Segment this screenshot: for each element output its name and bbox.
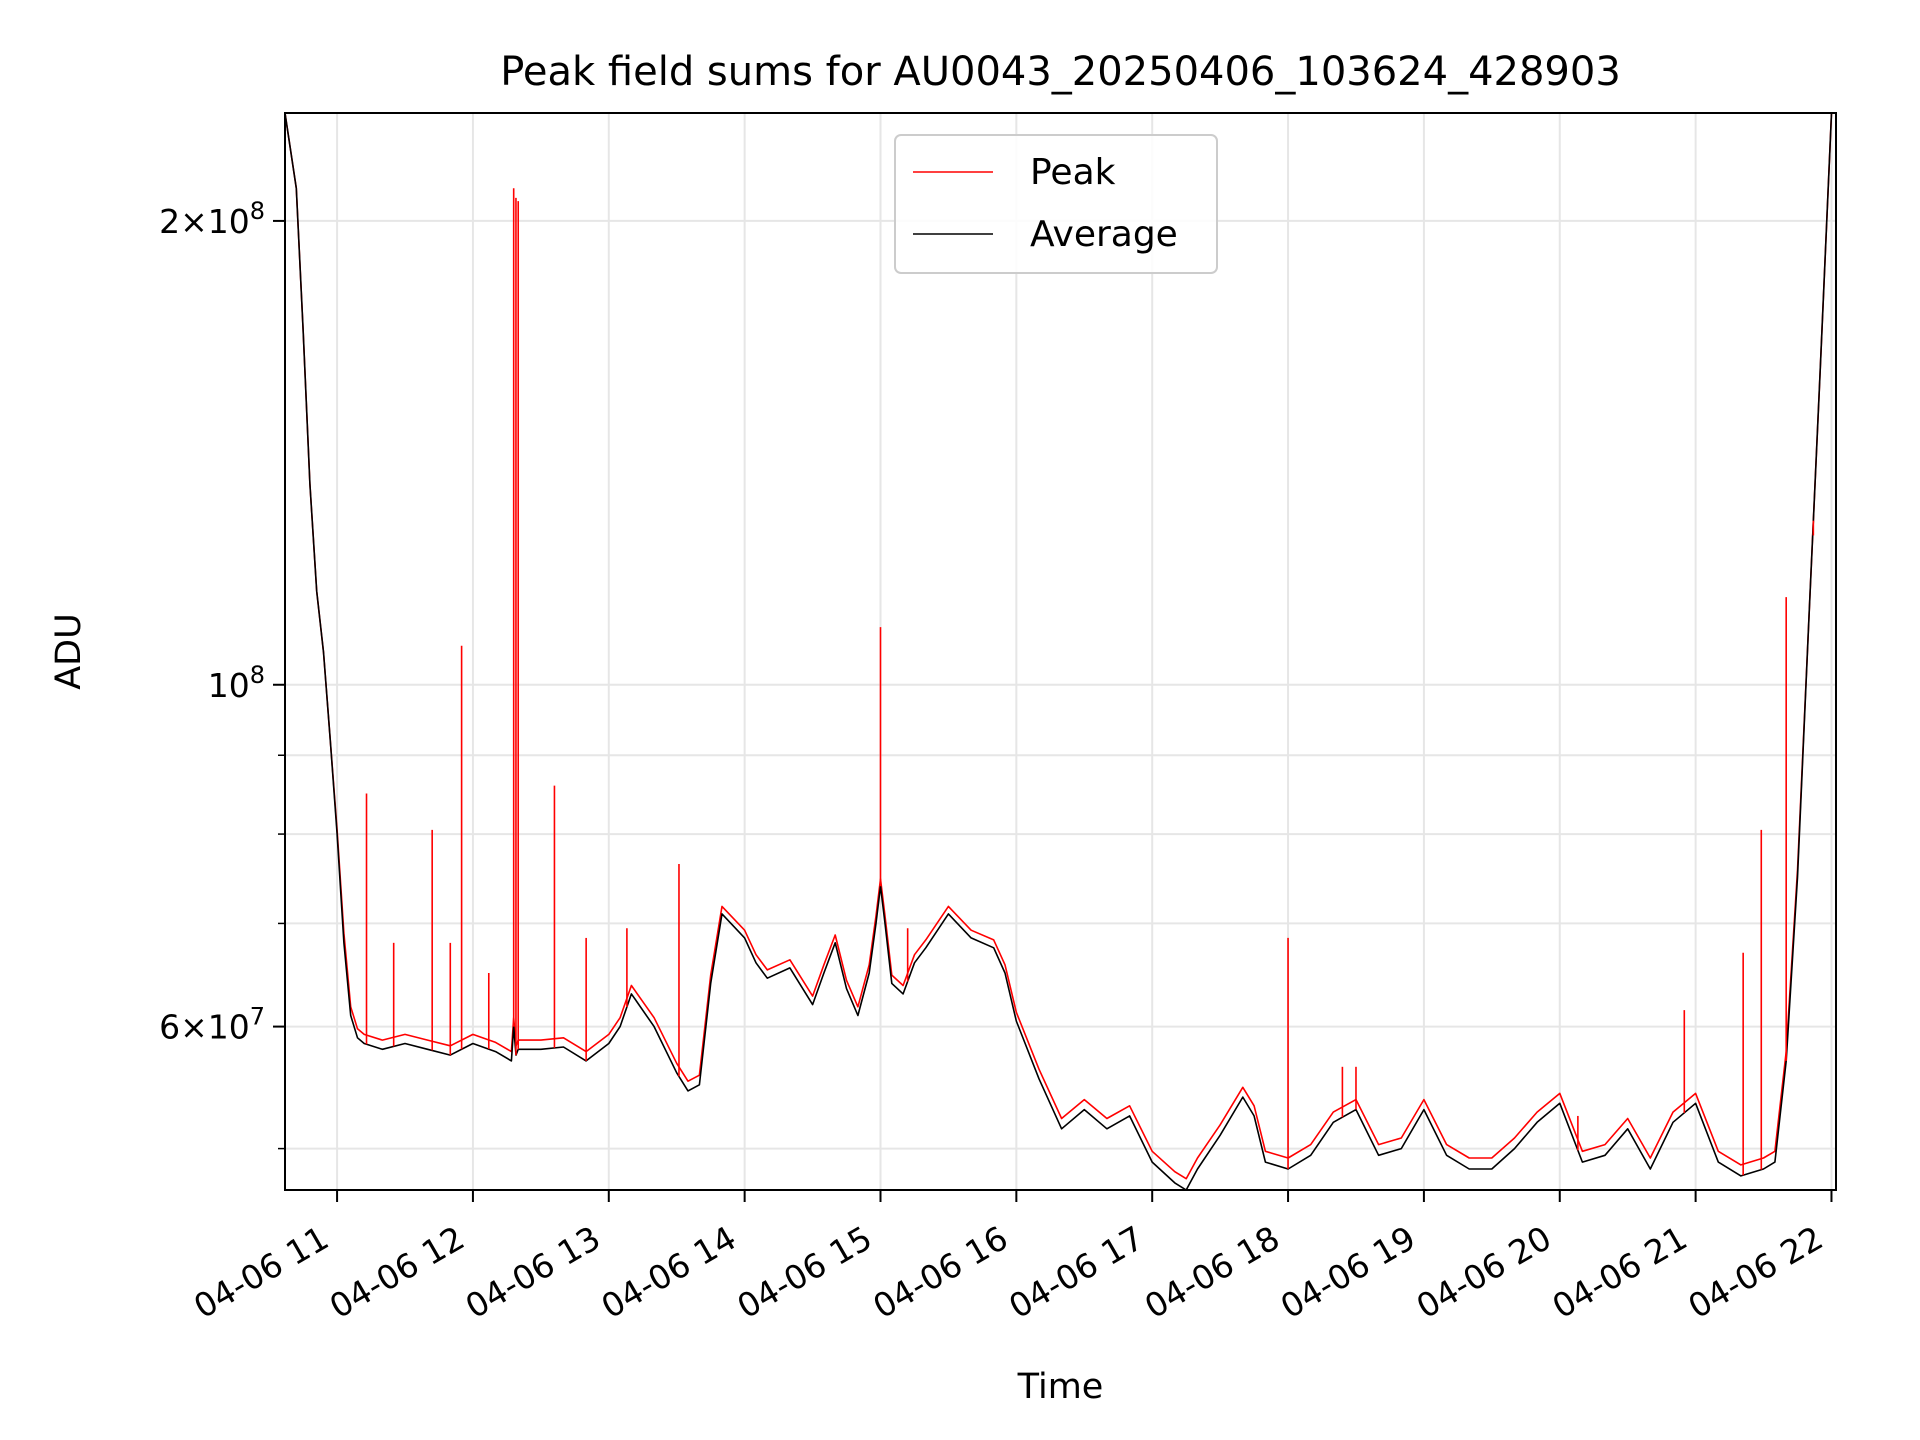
y-tick-label: 108 [208, 661, 265, 705]
y-axis-label: ADU [49, 613, 89, 690]
grid-lines [285, 113, 1836, 1190]
legend-box [894, 134, 1218, 274]
series-line-average [285, 113, 1833, 1190]
series-line-peak [285, 113, 1833, 1180]
x-axis-label: Time [1017, 1367, 1104, 1407]
y-tick-label: 6×107 [159, 1003, 265, 1047]
series-layer [285, 113, 1833, 1190]
legend: Peak Average [894, 134, 1218, 274]
plot-frame [284, 112, 1837, 1191]
legend-label-average: Average [1030, 214, 1178, 255]
chart-title: Peak field sums for AU0043_20250406_1036… [500, 49, 1621, 95]
legend-label-peak: Peak [1030, 152, 1116, 193]
y-tick-label: 2×108 [159, 197, 265, 241]
